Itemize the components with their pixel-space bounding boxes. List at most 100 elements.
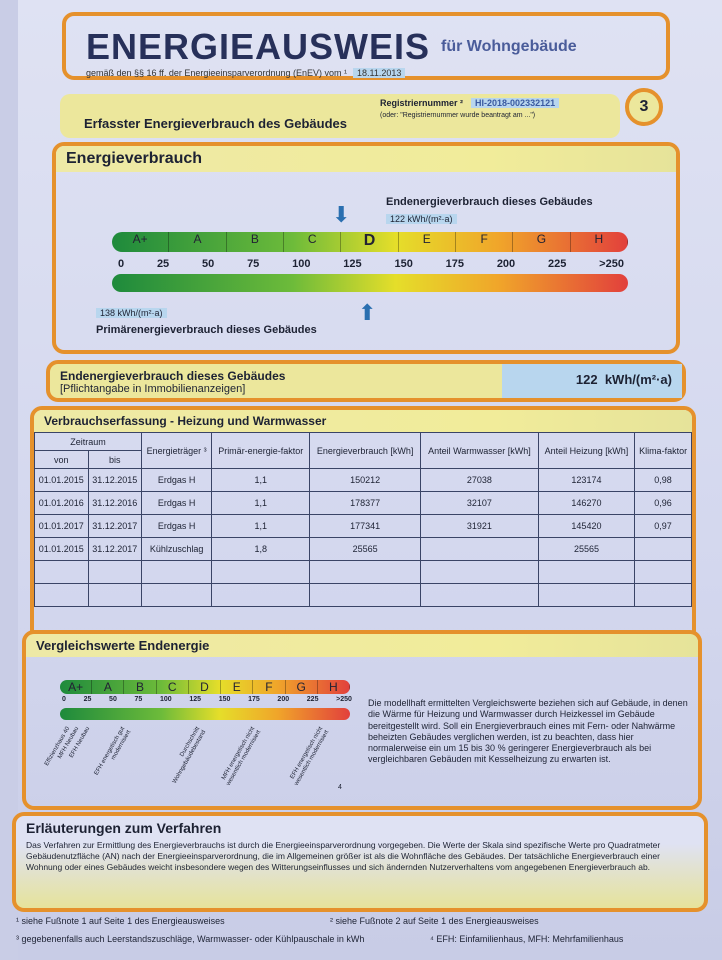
scale-tick: 125: [343, 258, 362, 270]
registration-label: Registriernummer ²: [380, 98, 464, 108]
consumption-section: Verbrauchserfassung - Heizung und Warmwa…: [30, 406, 696, 642]
scale-tick: >250: [336, 696, 352, 703]
footnote-1: ¹ siehe Fußnote 1 auf Seite 1 des Energi…: [16, 916, 225, 926]
energy-class-f: F: [253, 680, 286, 694]
table-row: 01.01.2016 31.12.2016 Erdgas H 1,1 178377 321…: [34, 491, 692, 515]
subtitle-text: gemäß den §§ 16 ff. der Energieeinsparve…: [86, 68, 347, 78]
energy-class-d: D: [341, 232, 399, 252]
scale-tick: 25: [83, 696, 92, 703]
comparison-text: Die modellhaft ermittelten Vergleichswer…: [368, 698, 688, 765]
table-cell: 1,8: [211, 537, 311, 561]
comparison-gradient-bar: [60, 708, 350, 720]
consumption-table: Zeitraum Energieträger ³ Primär-energie-fa…: [34, 432, 692, 607]
energy-class-c: C: [284, 232, 342, 252]
table-cell: [420, 560, 539, 584]
comparison-class-scale: A+ A B C D E F G H: [60, 680, 350, 694]
comparison-scale-ticks: 0 25 50 75 100 125 150 175 200 225 >250: [62, 696, 352, 703]
energy-class-g: G: [286, 680, 318, 694]
scale-tick: 225: [547, 258, 567, 270]
table-cell: 31.12.2017: [87, 514, 142, 538]
table-cell: 31.12.2016: [87, 491, 142, 515]
table-cell: 01.01.2016: [34, 491, 89, 515]
energy-class-h: H: [571, 232, 628, 252]
table-cell: 32107: [420, 491, 539, 515]
energy-gradient-bar: [112, 274, 628, 292]
footnote-2: ² siehe Fußnote 2 auf Seite 1 des Energi…: [330, 916, 539, 926]
table-cell: 178377: [309, 491, 422, 515]
energy-section: Energieverbrauch Endenergieverbrauch die…: [52, 142, 680, 354]
energy-class-scale: A+ A B C D E F G H: [112, 232, 628, 252]
scale-tick: 50: [202, 258, 215, 270]
scale-tick: 0: [118, 258, 125, 270]
scale-tick: 75: [247, 258, 260, 270]
table-cell: 25565: [309, 537, 422, 561]
summary-value: 122 kWh/(m²·a): [502, 364, 682, 398]
table-cell: [420, 583, 539, 607]
table-cell: 1,1: [211, 468, 311, 492]
energy-title: Energieverbrauch: [56, 146, 676, 172]
energy-class-f: F: [456, 232, 514, 252]
table-cell: 0,97: [634, 514, 692, 538]
table-cell: 27038: [420, 468, 539, 492]
energy-class-aplus: A+: [60, 680, 93, 694]
table-row: [34, 583, 692, 607]
header-climate: Klima-faktor: [634, 432, 692, 469]
table-cell: 31.12.2017: [87, 537, 142, 561]
scale-tick: 25: [156, 258, 170, 270]
arrow-down-icon: ⬇: [332, 202, 351, 227]
footnote-3: ³ gegebenenfalls auch Leerstandszuschläg…: [16, 934, 365, 944]
table-cell: Erdgas H: [140, 491, 213, 515]
energy-class-aplus: A+: [112, 232, 170, 252]
summary-sublabel: [Pflichtangabe in Immobilienanzeigen]: [60, 383, 246, 395]
scale-tick: 150: [394, 258, 413, 270]
table-cell: [420, 537, 539, 561]
header-to: bis: [87, 450, 142, 469]
footnote-mark: 4: [338, 784, 342, 791]
table-cell: [309, 583, 422, 607]
summary-number: 122: [575, 372, 598, 387]
energy-class-h: H: [318, 680, 350, 694]
table-cell: 1,1: [211, 491, 311, 515]
scale-tick: 200: [277, 696, 290, 703]
scale-tick: 175: [445, 258, 464, 270]
scale-tick: 150: [218, 696, 231, 703]
table-cell: 123174: [537, 468, 636, 492]
enev-date: 18.11.2013: [352, 68, 406, 78]
section-title-consumption: Erfasster Energieverbrauch des Gebäudes: [84, 116, 348, 131]
arrow-up-icon: ⬆: [358, 300, 377, 325]
scale-tick: 0: [62, 696, 66, 703]
table-row: 01.01.2015 31.12.2015 Erdgas H 1,1 150212 270…: [34, 468, 692, 492]
table-cell: 0,98: [634, 468, 692, 492]
energy-class-c: C: [157, 680, 189, 694]
table-cell: Kühlzuschlag: [140, 537, 213, 561]
header-heating: Anteil Heizung [kWh]: [537, 432, 636, 469]
title-box: ENERGIEAUSWEIS für Wohngebäude gemäß den…: [62, 12, 670, 80]
energy-class-e: E: [221, 680, 254, 694]
scale-tick: 100: [292, 258, 311, 270]
table-cell: [211, 583, 311, 607]
table-row: [34, 560, 692, 584]
header-carrier: Energieträger ³: [140, 432, 213, 469]
consumption-title: Verbrauchserfassung - Heizung und Warmwa…: [34, 410, 692, 432]
end-energy-value: 122 kWh/(m²·a): [386, 214, 457, 224]
energy-class-b: B: [227, 232, 284, 252]
table-row: 01.01.2015 31.12.2017 Kühlzuschlag 1,8 25565…: [34, 537, 692, 561]
table-cell: 145420: [537, 514, 636, 538]
table-cell: [87, 583, 142, 607]
table-cell: 150212: [309, 468, 422, 492]
energy-class-d: D: [189, 680, 222, 694]
table-cell: 01.01.2015: [34, 468, 89, 492]
reference-label: MFH energetisch nicht wesentlich moderni…: [220, 726, 263, 787]
reference-label: EFH energetisch nicht wesentlich moderni…: [289, 726, 331, 787]
comparison-title: Vergleichswerte Endenergie: [26, 634, 698, 657]
scale-tick: 75: [134, 696, 143, 703]
table-cell: [140, 583, 213, 607]
table-cell: Erdgas H: [140, 514, 213, 538]
table-row: 01.01.2017 31.12.2017 Erdgas H 1,1 177341 319…: [34, 514, 692, 538]
scale-tick: >250: [599, 258, 624, 270]
header-from: von: [34, 450, 89, 469]
table-cell: Erdgas H: [140, 468, 213, 492]
table-cell: 31.12.2015: [87, 468, 142, 492]
header-period: Zeitraum: [34, 432, 142, 451]
registration-value: HI-2018-002332121: [471, 98, 560, 108]
